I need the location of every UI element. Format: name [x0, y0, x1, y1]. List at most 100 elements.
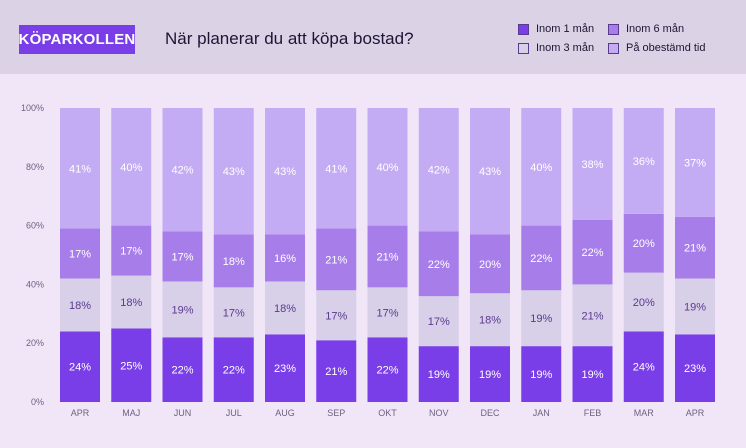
data-label: 18% [223, 256, 245, 268]
data-label: 22% [530, 253, 552, 265]
bar-segment-pa-obestamd-tid [60, 108, 100, 229]
bar-segment-pa-obestamd-tid [213, 108, 254, 235]
bar-segment-inom-3-man [60, 278, 100, 332]
bar-segment-inom-6-man [162, 231, 203, 282]
bar-segment-inom-1-man [213, 337, 254, 402]
data-label: 42% [428, 165, 450, 177]
bar-segment-inom-3-man [521, 290, 562, 347]
legend-label: Inom 1 mån [536, 23, 595, 35]
bar-segment-inom-6-man [265, 234, 305, 282]
y-tick-label: 40% [26, 279, 44, 289]
data-label: 19% [530, 369, 552, 381]
bar-segment-inom-6-man [111, 225, 152, 276]
x-tick-label: DEC [480, 408, 500, 418]
bar-segment-inom-6-man [623, 213, 664, 273]
data-label: 20% [633, 238, 655, 250]
data-label: 25% [120, 360, 142, 372]
bar-segment-inom-3-man [470, 293, 510, 347]
legend-swatch [518, 42, 529, 54]
data-label: 23% [274, 363, 296, 375]
data-label: 21% [581, 310, 603, 322]
data-label: 21% [325, 366, 347, 378]
data-label: 21% [684, 243, 706, 255]
data-label: 19% [530, 313, 552, 325]
x-tick-label: NOV [429, 408, 449, 418]
bar-segment-inom-6-man [470, 234, 510, 294]
bar-segment-pa-obestamd-tid [675, 108, 715, 217]
data-label: 17% [428, 316, 450, 328]
data-label: 41% [69, 163, 91, 175]
bar-segment-inom-1-man [623, 331, 664, 402]
data-label: 19% [479, 369, 501, 381]
data-label: 21% [325, 254, 347, 266]
data-label: 17% [223, 307, 245, 319]
x-tick-label: JUN [174, 408, 192, 418]
bar-segment-pa-obestamd-tid [316, 108, 357, 229]
data-label: 19% [684, 301, 706, 313]
data-label: 17% [325, 310, 347, 322]
data-label: 22% [223, 365, 245, 377]
bar-segment-inom-6-man [675, 216, 715, 279]
brand-logo: KÖPARKOLLEN [19, 25, 135, 54]
legend-item-inom-3-man: Inom 3 mån [518, 41, 594, 55]
y-tick-label: 80% [26, 162, 44, 172]
data-label: 21% [376, 251, 398, 263]
bar-segment-pa-obestamd-tid [111, 108, 152, 226]
bar-segment-inom-3-man [367, 287, 408, 338]
y-tick-label: 20% [26, 338, 44, 348]
x-tick-label: JAN [533, 408, 550, 418]
data-label: 19% [428, 369, 450, 381]
data-label: 23% [684, 363, 706, 375]
legend-item-pa-obestamd-tid: På obestämd tid [608, 41, 706, 55]
legend-swatch [608, 23, 619, 35]
bar-segment-inom-1-man [675, 334, 715, 402]
data-label: 40% [120, 162, 142, 174]
bar-segment-inom-1-man [470, 346, 510, 402]
bar-segment-inom-3-man [572, 284, 613, 347]
bar-segment-inom-1-man [316, 340, 357, 402]
bar-segment-inom-6-man [521, 225, 562, 291]
bar-segment-pa-obestamd-tid [470, 108, 510, 235]
data-label: 22% [171, 365, 193, 377]
y-tick-label: 60% [26, 221, 44, 231]
bar-segment-inom-1-man [111, 328, 152, 402]
legend-item-inom-6-man: Inom 6 mån [608, 22, 684, 36]
bar-segment-inom-3-man [675, 278, 715, 335]
x-tick-label: OKT [378, 408, 397, 418]
bar-segment-pa-obestamd-tid [623, 108, 664, 214]
legend-swatch [518, 23, 529, 35]
bar-segment-inom-6-man [316, 228, 357, 291]
stacked-bar-chart: 0% 20% 40% 60% 80% 100% 24% 18% 17% 41% APR 25% 18% 1… [21, 103, 715, 418]
data-label: 17% [69, 249, 91, 261]
x-tick-label: SEP [327, 408, 345, 418]
y-tick-label: 100% [21, 103, 44, 113]
bar-segment-inom-6-man [60, 228, 100, 279]
data-label: 43% [479, 166, 501, 178]
legend-label: På obestämd tid [626, 42, 706, 54]
header-bar: KÖPARKOLLEN När planerar du att köpa bos… [0, 0, 746, 74]
chart-title: När planerar du att köpa bostad? [165, 29, 414, 48]
data-label: 24% [69, 362, 91, 374]
bar-segment-inom-6-man [572, 219, 613, 285]
data-label: 18% [479, 315, 501, 327]
bar-segment-pa-obestamd-tid [162, 108, 203, 232]
bar-segment-pa-obestamd-tid [367, 108, 408, 226]
data-label: 40% [376, 162, 398, 174]
bar-segment-inom-1-man [572, 346, 613, 402]
legend-label: Inom 6 mån [626, 23, 685, 35]
data-label: 18% [274, 303, 296, 315]
data-label: 22% [376, 365, 398, 377]
data-label: 19% [581, 369, 603, 381]
x-tick-label: APR [686, 408, 705, 418]
bar-segment-inom-1-man [367, 337, 408, 402]
data-label: 17% [120, 246, 142, 258]
data-label: 18% [69, 300, 91, 312]
data-label: 24% [633, 362, 655, 374]
legend-label: Inom 3 mån [536, 42, 595, 54]
bar-segment-inom-1-man [265, 334, 305, 402]
bar-segment-inom-3-man [111, 275, 152, 329]
bar-segment-inom-6-man [213, 234, 254, 288]
data-label: 43% [223, 166, 245, 178]
bar-segment-pa-obestamd-tid [521, 108, 562, 226]
bar-segment-pa-obestamd-tid [418, 108, 459, 232]
